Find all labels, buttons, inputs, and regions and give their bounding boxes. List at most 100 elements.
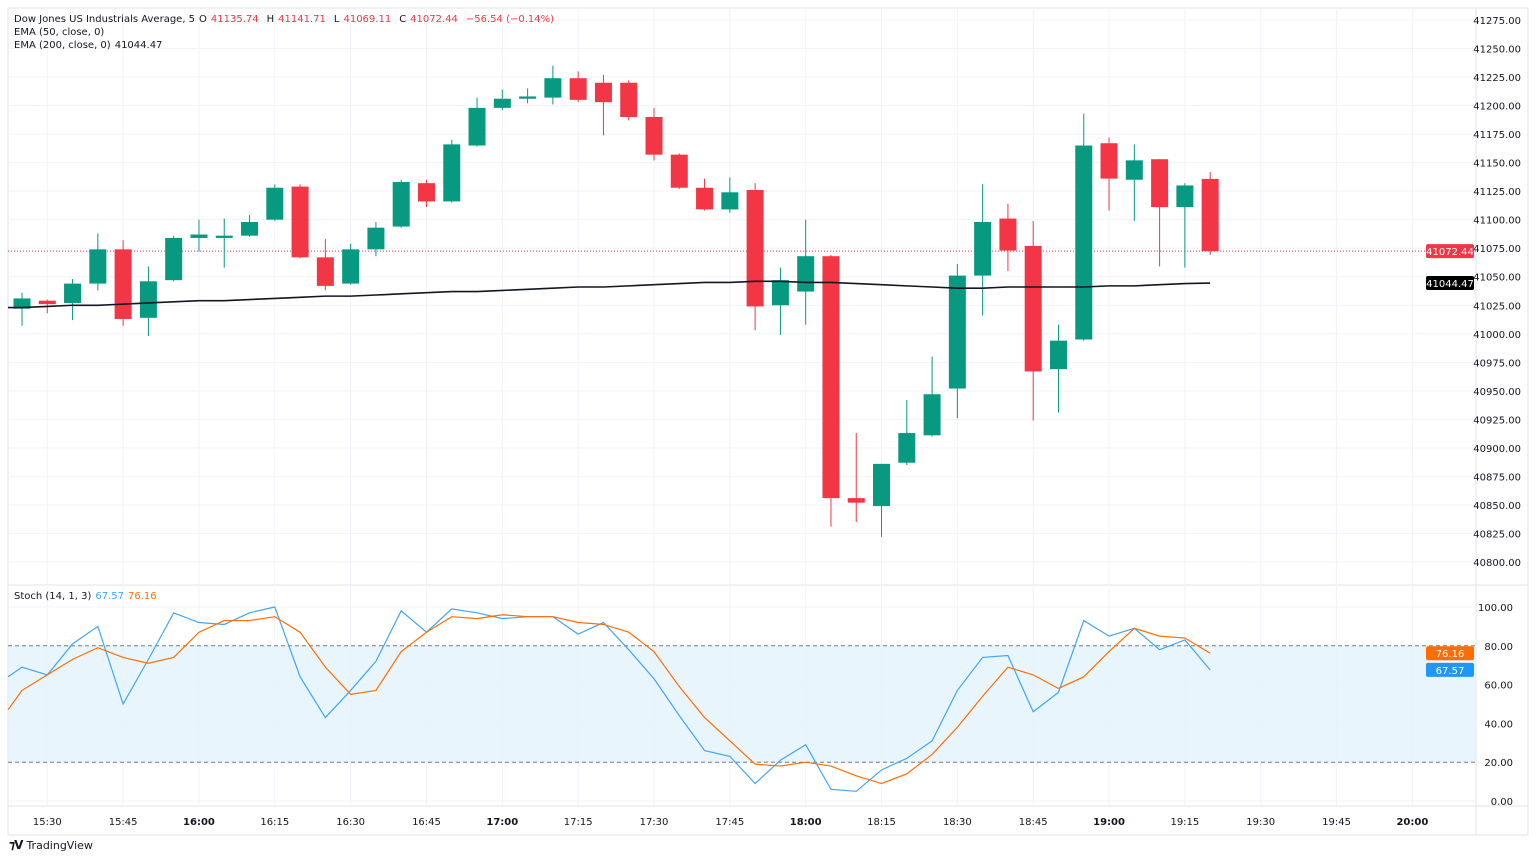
stoch-tick-label: 100.00: [1478, 603, 1513, 614]
price-tick-label: 41000.00: [1473, 330, 1521, 341]
candle[interactable]: [519, 88, 537, 104]
price-tick-label: 41050.00: [1473, 273, 1521, 284]
candle[interactable]: [1075, 113, 1093, 341]
candle-body: [1075, 145, 1093, 340]
candle[interactable]: [493, 89, 511, 111]
candle[interactable]: [468, 97, 486, 147]
candle[interactable]: [645, 107, 663, 161]
high-label: H: [266, 14, 275, 25]
candle[interactable]: [392, 179, 410, 228]
candle[interactable]: [1201, 172, 1219, 255]
tradingview-logo-icon: ⁊V: [9, 838, 23, 852]
candle[interactable]: [1125, 144, 1143, 221]
candle-body: [417, 183, 435, 202]
candle[interactable]: [999, 203, 1017, 272]
ema50-legend[interactable]: EMA (50, close, 0): [14, 27, 108, 38]
ema200-line: [8, 280, 1211, 309]
candle[interactable]: [696, 178, 714, 211]
candle-body: [493, 98, 511, 108]
candle-body: [797, 256, 815, 292]
candle[interactable]: [822, 255, 840, 527]
stoch-k-badge: 67.57: [1426, 662, 1474, 677]
low-number: 41069.11: [343, 14, 392, 25]
candle[interactable]: [721, 177, 739, 213]
candle-body: [1176, 185, 1194, 208]
candle[interactable]: [1100, 137, 1118, 211]
price-tick-label: 41100.00: [1473, 216, 1521, 227]
candle[interactable]: [873, 463, 891, 537]
stoch-legend[interactable]: Stoch (14, 1, 3) 67.57 76.16: [14, 591, 161, 602]
ema200-label: EMA (200, close, 0): [14, 40, 111, 51]
candle-body: [468, 107, 486, 146]
candle-body: [544, 78, 562, 98]
candle-body: [266, 187, 284, 220]
tradingview-logo-text: TradingView: [26, 838, 93, 852]
candle[interactable]: [898, 399, 916, 466]
candle[interactable]: [316, 239, 334, 291]
candle[interactable]: [594, 74, 612, 136]
candle[interactable]: [797, 219, 815, 325]
price-tick-label: 40950.00: [1473, 387, 1521, 398]
stoch-d-badge: 76.16: [1426, 646, 1474, 661]
ema200-badge: 41044.47: [1426, 276, 1474, 291]
candle[interactable]: [367, 221, 385, 257]
candle[interactable]: [923, 356, 941, 437]
close-label: C: [399, 14, 407, 25]
candle[interactable]: [266, 184, 284, 221]
candle[interactable]: [544, 65, 562, 105]
stoch-d-line: [7, 614, 1211, 785]
candle[interactable]: [620, 80, 638, 121]
candle[interactable]: [569, 71, 587, 103]
high-number: 41141.71: [278, 14, 326, 25]
candle[interactable]: [139, 266, 157, 337]
candle[interactable]: [746, 183, 764, 331]
time-tick-label: 16:15: [260, 817, 289, 828]
time-tick-label: 18:00: [790, 817, 822, 828]
candle[interactable]: [1024, 220, 1042, 421]
candle[interactable]: [215, 218, 233, 268]
ema200-badge-bg: [1426, 276, 1474, 291]
candle[interactable]: [13, 292, 31, 326]
candle[interactable]: [89, 233, 107, 291]
candle-body: [620, 82, 638, 117]
candle[interactable]: [190, 219, 208, 252]
candle-body: [898, 433, 916, 463]
candle[interactable]: [114, 240, 132, 326]
candle-body: [316, 257, 334, 286]
candle[interactable]: [974, 184, 992, 316]
candle[interactable]: [241, 215, 259, 237]
candle[interactable]: [342, 243, 360, 285]
stoch-tick-label: 0.00: [1491, 797, 1513, 808]
candle[interactable]: [1049, 324, 1067, 413]
close-value: C 41072.44: [399, 14, 462, 25]
stoch-tick-label: 60.00: [1484, 681, 1513, 692]
time-tick-label: 17:30: [640, 817, 669, 828]
candle[interactable]: [165, 235, 183, 282]
candle[interactable]: [417, 179, 435, 208]
candle-body: [165, 237, 183, 281]
candle-body: [696, 187, 714, 210]
candle[interactable]: [443, 139, 461, 203]
candle[interactable]: [847, 433, 865, 523]
ema200-legend[interactable]: EMA (200, close, 0) 41044.47: [14, 40, 166, 51]
tradingview-logo[interactable]: ⁊V TradingView: [9, 838, 93, 852]
time-tick-label: 16:00: [183, 817, 215, 828]
candle-body: [1024, 245, 1042, 372]
candle[interactable]: [771, 267, 789, 335]
candle[interactable]: [670, 153, 688, 189]
candle[interactable]: [1151, 159, 1169, 267]
stoch-k-badge-text: 67.57: [1436, 666, 1465, 677]
candle[interactable]: [291, 184, 309, 259]
change-value: −56.54 (−0.14%): [465, 14, 555, 25]
stoch-d-badge-text: 76.16: [1436, 649, 1465, 660]
candle[interactable]: [1176, 183, 1194, 268]
ema200-value: 41044.47: [114, 40, 163, 51]
time-tick-label: 17:15: [564, 817, 593, 828]
candle-body: [291, 186, 309, 258]
candle[interactable]: [64, 279, 82, 321]
stoch-d-badge-bg: [1426, 646, 1474, 661]
time-tick-label: 19:45: [1322, 817, 1351, 828]
stoch-tick-label: 80.00: [1484, 642, 1513, 653]
candle[interactable]: [948, 264, 966, 419]
